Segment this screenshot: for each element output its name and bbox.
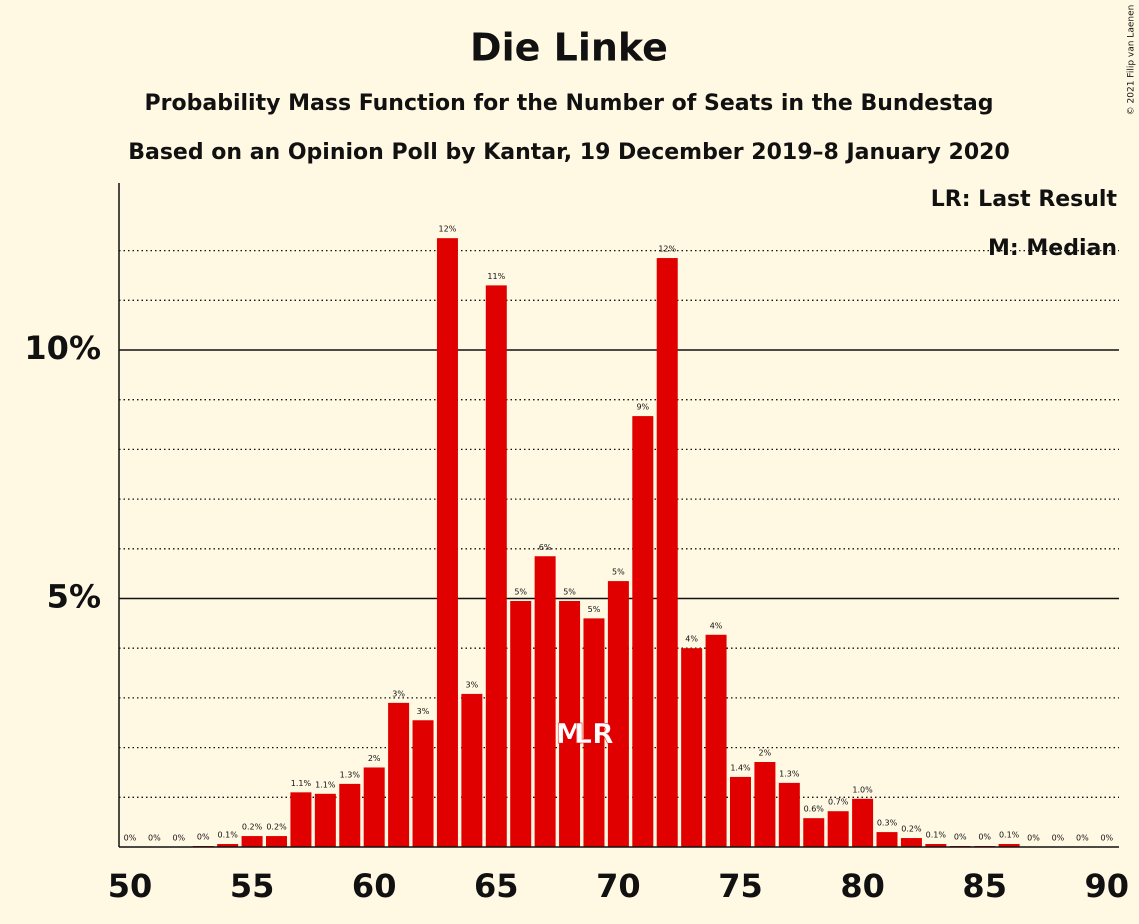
bar	[388, 702, 410, 847]
value-label: 2%	[759, 749, 772, 758]
value-label: 1.0%	[852, 785, 873, 794]
bar	[803, 818, 825, 847]
value-label: 5%	[588, 605, 601, 614]
value-label: 3%	[466, 680, 479, 689]
value-label: 4%	[710, 621, 723, 630]
bar	[632, 416, 654, 847]
value-label: 0.2%	[266, 823, 287, 832]
x-tick-label: 50	[108, 867, 153, 905]
value-label: 0%	[1052, 834, 1065, 843]
bar	[729, 776, 751, 847]
value-label: 0.1%	[999, 831, 1020, 840]
x-tick-label: 55	[230, 867, 275, 905]
bar	[461, 693, 483, 847]
value-label: 1.3%	[779, 769, 800, 778]
value-label: 1.3%	[340, 770, 361, 779]
marker-label: LR	[574, 717, 613, 750]
bar	[510, 600, 532, 847]
bar	[559, 600, 581, 847]
value-label: 0.2%	[242, 823, 263, 832]
value-label: 0%	[954, 833, 967, 842]
x-tick-label: 60	[352, 867, 397, 905]
bar	[217, 844, 239, 847]
x-tick-label: 70	[596, 867, 641, 905]
bar	[314, 793, 336, 847]
y-tick-label: 5%	[47, 577, 101, 615]
bar	[412, 720, 434, 847]
value-label: 1.1%	[291, 779, 312, 788]
value-label: 1.1%	[315, 780, 336, 789]
value-label: 12%	[439, 225, 457, 234]
value-label: 0.1%	[926, 831, 947, 840]
bar	[436, 238, 458, 847]
value-label: 1.4%	[730, 763, 751, 772]
value-label: 12%	[658, 245, 676, 254]
value-label: 0.6%	[804, 805, 825, 814]
bar	[925, 844, 947, 847]
value-label: 0.3%	[877, 819, 898, 828]
value-label: 0.1%	[218, 831, 239, 840]
bar	[852, 798, 874, 847]
value-label: 0%	[124, 834, 137, 843]
value-label: 3%	[417, 707, 430, 716]
value-label: 0.2%	[901, 825, 922, 834]
value-label: 0%	[1076, 834, 1089, 843]
value-label: 0%	[172, 834, 185, 843]
x-tick-label: 80	[840, 867, 885, 905]
value-label: 5%	[563, 587, 576, 596]
value-label: 0%	[197, 833, 210, 842]
y-tick-label: 10%	[24, 329, 101, 367]
value-label: 0%	[978, 833, 991, 842]
bar	[705, 634, 727, 847]
value-label: 9%	[636, 403, 649, 412]
value-label: 2%	[368, 754, 381, 763]
bar	[241, 836, 263, 847]
bar	[778, 782, 800, 847]
chart-subtitle: Based on an Opinion Poll by Kantar, 19 D…	[128, 140, 1010, 165]
bar	[534, 556, 556, 847]
x-tick-label: 85	[962, 867, 1007, 905]
bar	[876, 832, 898, 847]
bar	[607, 581, 629, 847]
bar	[290, 792, 312, 847]
bar	[339, 783, 361, 847]
x-tick-label: 90	[1085, 867, 1130, 905]
copyright: © 2021 Filip van Laenen	[1127, 5, 1137, 116]
value-label: 0%	[1027, 834, 1040, 843]
value-label: 5%	[514, 587, 527, 596]
value-label: 6%	[539, 543, 552, 552]
legend-entry: M: Median	[988, 236, 1117, 261]
bar	[900, 838, 922, 847]
value-label: 0%	[148, 834, 161, 843]
legend-entry: LR: Last Result	[931, 187, 1118, 212]
bar	[827, 811, 849, 847]
value-label: 11%	[487, 272, 505, 281]
value-label: 4%	[685, 635, 698, 644]
marker-label: M	[556, 717, 584, 750]
bar	[656, 258, 678, 847]
bar	[583, 618, 605, 847]
bar	[485, 285, 507, 847]
value-label: 0%	[1100, 834, 1113, 843]
value-label: 5%	[612, 568, 625, 577]
value-label: 0.7%	[828, 798, 849, 807]
bar	[363, 767, 385, 847]
chart-title: Die Linke	[470, 26, 668, 70]
bar	[998, 844, 1020, 847]
bar	[266, 836, 288, 847]
x-tick-label: 65	[474, 867, 519, 905]
bar	[681, 648, 703, 847]
chart-subtitle: Probability Mass Function for the Number…	[145, 91, 994, 116]
bar	[754, 762, 776, 847]
x-tick-label: 75	[718, 867, 763, 905]
value-label: 3%	[392, 689, 405, 698]
